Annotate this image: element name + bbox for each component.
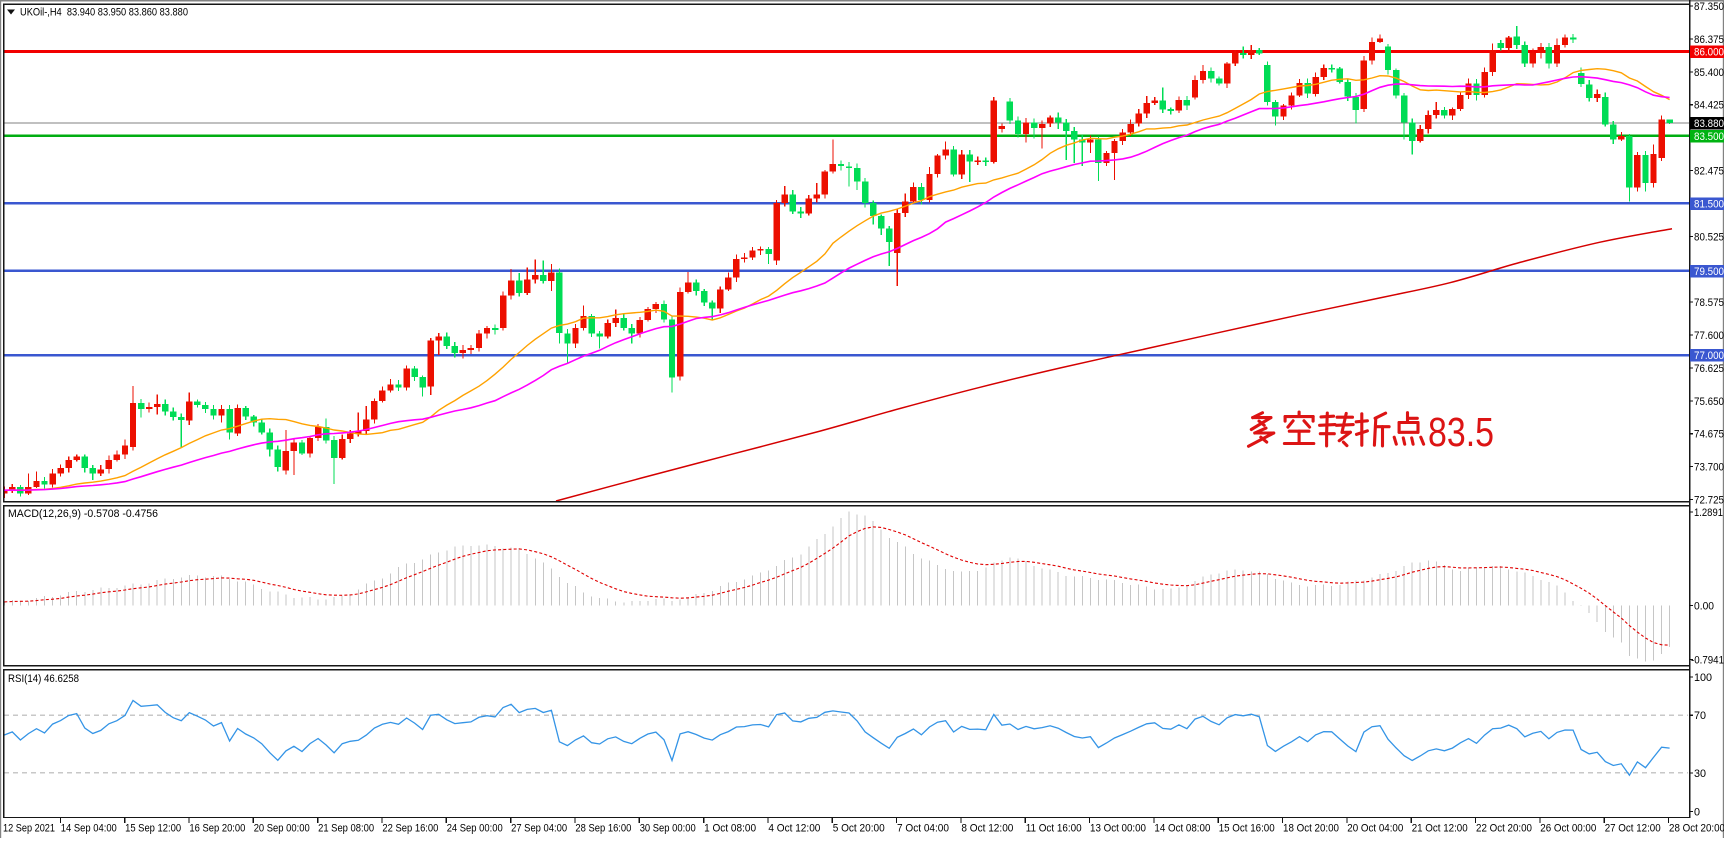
- svg-text:79.500: 79.500: [1694, 266, 1724, 278]
- svg-text:16 Sep 20:00: 16 Sep 20:00: [189, 823, 245, 835]
- svg-text:4 Oct 12:00: 4 Oct 12:00: [768, 823, 820, 835]
- svg-text:82.475: 82.475: [1694, 166, 1724, 178]
- svg-text:15 Sep 12:00: 15 Sep 12:00: [125, 823, 181, 835]
- svg-text:85.400: 85.400: [1694, 67, 1724, 79]
- svg-text:22 Oct 20:00: 22 Oct 20:00: [1476, 823, 1532, 835]
- svg-text:74.675: 74.675: [1694, 429, 1724, 441]
- svg-text:28 Oct 20:00: 28 Oct 20:00: [1669, 823, 1724, 835]
- svg-text:RSI(14) 46.6258: RSI(14) 46.6258: [8, 673, 79, 685]
- svg-text:24 Sep 00:00: 24 Sep 00:00: [447, 823, 503, 835]
- svg-text:26 Oct 00:00: 26 Oct 00:00: [1540, 823, 1596, 835]
- svg-text:78.575: 78.575: [1694, 297, 1724, 309]
- svg-text:86.375: 86.375: [1694, 34, 1724, 46]
- svg-text:72.725: 72.725: [1694, 494, 1724, 506]
- svg-text:28 Sep 16:00: 28 Sep 16:00: [575, 823, 631, 835]
- svg-text:81.500: 81.500: [1694, 198, 1724, 210]
- svg-text:73.700: 73.700: [1694, 462, 1724, 474]
- svg-text:8 Oct 12:00: 8 Oct 12:00: [961, 823, 1013, 835]
- svg-text:21 Oct 12:00: 21 Oct 12:00: [1412, 823, 1468, 835]
- svg-text:0: 0: [1694, 807, 1700, 819]
- svg-text:83.500: 83.500: [1694, 131, 1724, 143]
- svg-text:14 Oct 08:00: 14 Oct 08:00: [1154, 823, 1210, 835]
- svg-text:1 Oct 08:00: 1 Oct 08:00: [704, 823, 756, 835]
- svg-text:27 Sep 04:00: 27 Sep 04:00: [511, 823, 567, 835]
- svg-text:87.350: 87.350: [1694, 1, 1724, 13]
- svg-text:13 Oct 00:00: 13 Oct 00:00: [1090, 823, 1146, 835]
- svg-text:UKOil-,H4 83.940 83.950 83.86: UKOil-,H4 83.940 83.950 83.860 83.880: [20, 7, 188, 19]
- svg-text:27 Oct 12:00: 27 Oct 12:00: [1605, 823, 1661, 835]
- svg-text:83.880: 83.880: [1694, 118, 1724, 130]
- svg-text:86.000: 86.000: [1694, 47, 1724, 59]
- svg-text:18 Oct 20:00: 18 Oct 20:00: [1283, 823, 1339, 835]
- svg-text:7 Oct 04:00: 7 Oct 04:00: [897, 823, 949, 835]
- svg-text:77.000: 77.000: [1694, 350, 1724, 362]
- svg-text:12 Sep 2021: 12 Sep 2021: [3, 823, 55, 835]
- svg-text:30: 30: [1694, 768, 1706, 780]
- svg-text:1.2891: 1.2891: [1694, 507, 1723, 519]
- svg-text:MACD(12,26,9) -0.5708 -0.4756: MACD(12,26,9) -0.5708 -0.4756: [8, 508, 158, 520]
- svg-text:22 Sep 16:00: 22 Sep 16:00: [382, 823, 438, 835]
- svg-text:80.525: 80.525: [1694, 231, 1724, 243]
- svg-text:84.425: 84.425: [1694, 100, 1724, 112]
- svg-text:14 Sep 04:00: 14 Sep 04:00: [61, 823, 117, 835]
- svg-text:20 Sep 00:00: 20 Sep 00:00: [254, 823, 310, 835]
- svg-text:11 Oct 16:00: 11 Oct 16:00: [1026, 823, 1082, 835]
- svg-text:0.00: 0.00: [1694, 601, 1714, 613]
- svg-text:70: 70: [1694, 710, 1706, 722]
- svg-text:75.650: 75.650: [1694, 396, 1724, 408]
- svg-text:20 Oct 04:00: 20 Oct 04:00: [1347, 823, 1403, 835]
- svg-text:83.5: 83.5: [1428, 409, 1494, 455]
- svg-text:5 Oct 20:00: 5 Oct 20:00: [833, 823, 885, 835]
- svg-text:76.625: 76.625: [1694, 363, 1724, 375]
- svg-text:100: 100: [1694, 672, 1712, 684]
- svg-text:-0.7941: -0.7941: [1691, 655, 1724, 667]
- svg-text:77.600: 77.600: [1694, 330, 1724, 342]
- svg-text:15 Oct 16:00: 15 Oct 16:00: [1219, 823, 1275, 835]
- svg-text:30 Sep 00:00: 30 Sep 00:00: [640, 823, 696, 835]
- svg-text:21 Sep 08:00: 21 Sep 08:00: [318, 823, 374, 835]
